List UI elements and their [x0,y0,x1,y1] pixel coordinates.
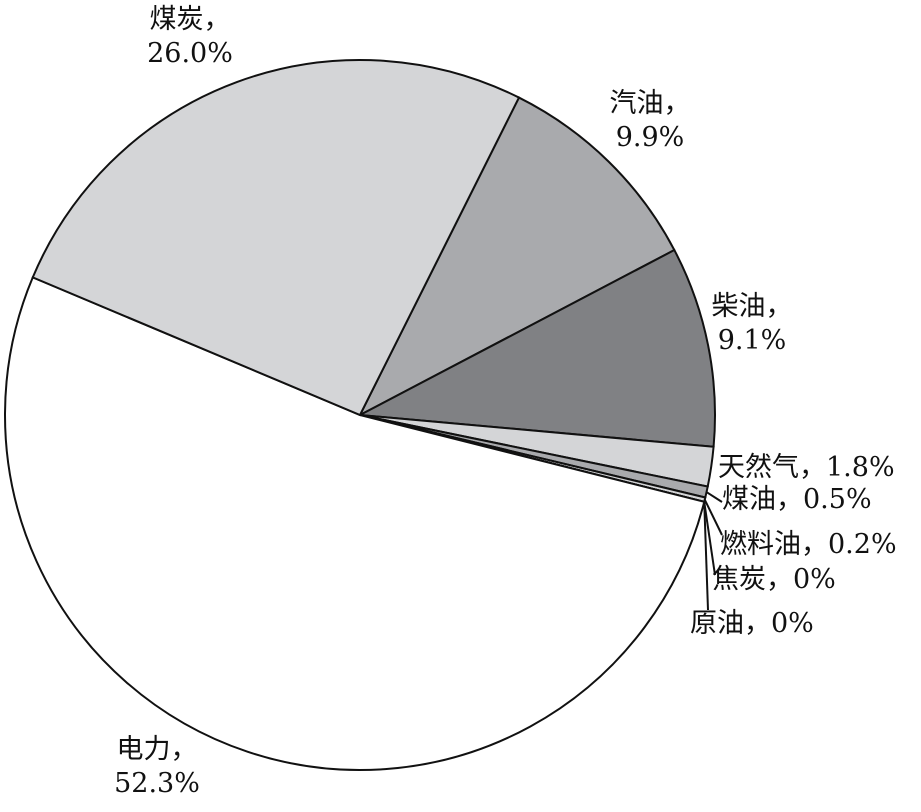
slice-label-0: 汽油， 9.9% [610,88,691,153]
slice-label-6: 原油，0% [690,608,814,639]
slice-label-3: 煤油，0.5% [722,484,872,515]
slice-label-8: 煤炭， 26.0% [147,4,233,69]
pie-slice-8 [31,59,521,417]
pie-slice-0 [357,96,676,418]
pie-slice-7 [4,276,706,771]
pie-slice-1 [356,248,716,448]
leader-line-6 [703,501,709,611]
leader-line-4 [703,499,723,536]
leader-line-3 [706,491,723,503]
slice-label-1: 柴油， 9.1% [712,291,793,356]
slice-label-7: 电力， 52.3% [114,734,200,799]
slice-label-4: 燃料油，0.2% [720,529,897,560]
slice-label-5: 焦炭，0% [712,564,836,595]
leader-line-5 [703,501,716,576]
slice-label-2: 天然气，1.8% [718,452,895,483]
